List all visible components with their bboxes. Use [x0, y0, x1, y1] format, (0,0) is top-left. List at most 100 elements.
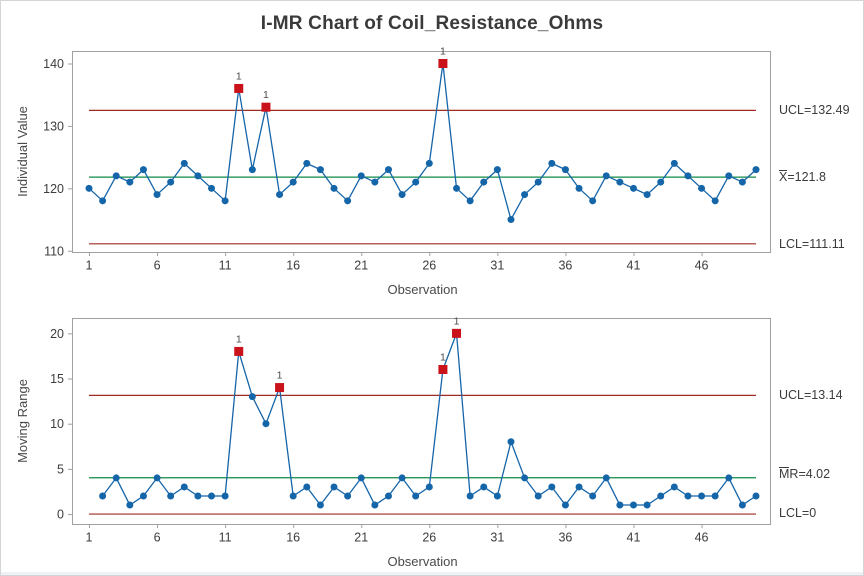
data-point: [276, 191, 284, 199]
y-axis-title: Moving Range: [15, 379, 30, 463]
data-point: [548, 483, 556, 491]
data-point: [371, 501, 379, 509]
data-point: [480, 483, 488, 491]
out-of-control-flag-label: 1: [236, 333, 242, 345]
window-bottom-edge: [1, 572, 863, 575]
data-point: [752, 492, 760, 500]
data-point: [480, 178, 488, 186]
x-tick-label: 41: [627, 259, 641, 273]
out-of-control-flag-label: 1: [440, 352, 446, 364]
data-point: [466, 197, 474, 205]
out-of-control-point: [261, 102, 271, 112]
data-point: [126, 501, 134, 509]
x-tick-label: 36: [558, 531, 572, 545]
data-point: [493, 492, 501, 500]
x-tick-label: 11: [219, 259, 232, 273]
data-point: [425, 483, 433, 491]
data-point: [398, 474, 406, 482]
x-tick-label: 36: [558, 259, 572, 273]
ucl-label-moving-range: UCL=13.14: [779, 388, 843, 402]
out-of-control-flag-label: 1: [454, 315, 460, 327]
data-point: [248, 166, 256, 174]
x-axis-title: Observation: [387, 554, 457, 569]
data-point: [466, 492, 474, 500]
xbar-label-individuals: X=121.8: [779, 169, 826, 185]
data-point: [371, 178, 379, 186]
x-tick-label: 21: [354, 259, 368, 273]
data-point: [221, 197, 229, 205]
data-point: [153, 191, 161, 199]
data-point: [357, 474, 365, 482]
mrbar-symbol: M: [779, 467, 790, 481]
x-tick-label: 6: [154, 259, 161, 273]
xbar-symbol: X: [779, 170, 788, 184]
data-point: [521, 191, 529, 199]
data-point: [208, 492, 216, 500]
series-line: [102, 332, 757, 506]
data-point: [208, 184, 216, 192]
series-line: [88, 62, 757, 221]
plot-frame: [72, 51, 771, 253]
x-tick-label: 1: [86, 259, 93, 273]
out-of-control-flag-label: 1: [440, 45, 446, 57]
x-tick-label: 6: [154, 531, 161, 545]
data-point: [357, 172, 365, 180]
data-point: [412, 492, 420, 500]
data-point: [575, 184, 583, 192]
out-of-control-point: [275, 383, 285, 393]
xbar-value: =121.8: [787, 170, 826, 184]
data-point: [153, 474, 161, 482]
data-point: [99, 197, 107, 205]
x-tick-label: 11: [219, 531, 232, 545]
data-point: [493, 166, 501, 174]
y-tick-label: 5: [57, 462, 64, 476]
y-tick-label: 120: [43, 182, 64, 196]
data-point: [629, 501, 637, 509]
y-tick-label: 110: [44, 244, 64, 258]
y-tick-label: 0: [57, 508, 64, 522]
data-point: [425, 159, 433, 167]
data-point: [561, 501, 569, 509]
data-point: [398, 191, 406, 199]
data-point: [139, 166, 147, 174]
data-point: [139, 492, 147, 500]
data-point: [507, 216, 515, 224]
chart-title: I-MR Chart of Coil_Resistance_Ohms: [260, 13, 604, 34]
data-point: [85, 184, 93, 192]
out-of-control-point: [438, 365, 448, 374]
data-point: [643, 501, 651, 509]
data-point: [698, 184, 706, 192]
out-of-control-flag-label: 1: [236, 70, 242, 82]
data-point: [330, 483, 338, 491]
data-point: [180, 483, 188, 491]
data-point: [453, 184, 461, 192]
plot-frame: [72, 318, 771, 525]
data-point: [303, 483, 311, 491]
y-tick-label: 130: [43, 119, 64, 133]
data-point: [167, 178, 175, 186]
data-point: [384, 492, 392, 500]
data-point: [303, 159, 311, 167]
data-point: [575, 483, 583, 491]
data-point: [738, 501, 746, 509]
data-point: [194, 492, 202, 500]
data-point: [657, 178, 665, 186]
data-point: [657, 492, 665, 500]
data-point: [248, 393, 256, 401]
x-tick-label: 21: [354, 531, 368, 545]
data-point: [412, 178, 420, 186]
x-tick-label: 46: [695, 531, 709, 545]
data-point: [167, 492, 175, 500]
data-point: [221, 492, 229, 500]
x-tick-label: 41: [627, 531, 641, 545]
data-point: [180, 159, 188, 167]
data-point: [725, 172, 733, 180]
data-point: [289, 492, 297, 500]
data-point: [330, 184, 338, 192]
y-axis-title: Individual Value: [15, 106, 30, 197]
out-of-control-flag-label: 1: [263, 89, 269, 101]
y-tick-label: 20: [50, 327, 64, 341]
data-point: [548, 159, 556, 167]
